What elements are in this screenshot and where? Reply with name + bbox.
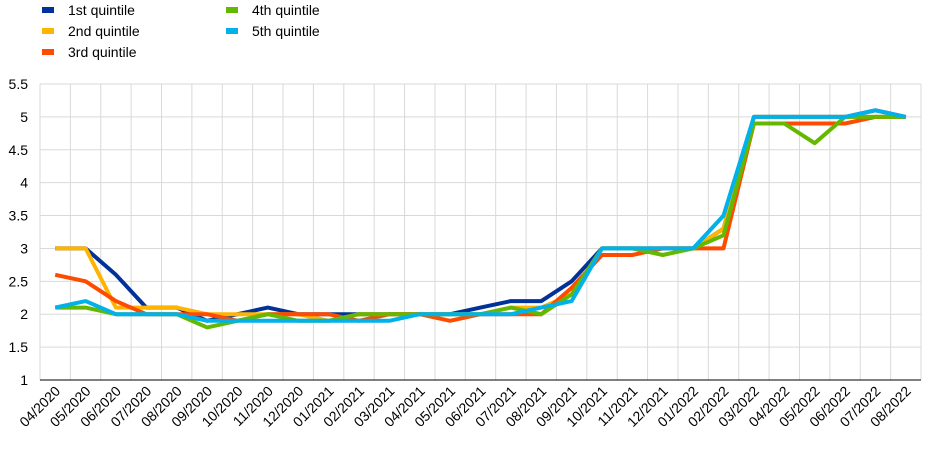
y-tick-label: 3 bbox=[20, 240, 28, 256]
legend-label: 2nd quintile bbox=[68, 23, 140, 39]
y-tick-label: 4.5 bbox=[9, 142, 29, 158]
y-tick-label: 5.5 bbox=[9, 76, 29, 92]
y-tick-label: 2 bbox=[20, 306, 28, 322]
series-line-2 bbox=[55, 114, 906, 323]
y-tick-label: 1 bbox=[20, 372, 28, 388]
x-axis: 04/202005/202006/202007/202008/202009/20… bbox=[16, 383, 914, 430]
legend-swatch bbox=[226, 28, 238, 34]
y-tick-label: 3.5 bbox=[9, 208, 29, 224]
y-tick-label: 2.5 bbox=[9, 273, 29, 289]
y-tick-label: 5 bbox=[20, 109, 28, 125]
y-tick-label: 4 bbox=[20, 175, 28, 191]
series-lines bbox=[54, 108, 907, 330]
series-line-3 bbox=[54, 114, 906, 323]
legend-swatch bbox=[42, 28, 54, 34]
y-axis: 1 1.5 2 2.5 3 3.5 4 4.5 5 5.5 bbox=[9, 76, 29, 388]
legend-swatch bbox=[42, 49, 54, 55]
series-line-4 bbox=[55, 114, 906, 330]
y-tick-label: 1.5 bbox=[9, 339, 29, 355]
legend-label: 3rd quintile bbox=[68, 44, 137, 60]
legend-label: 5th quintile bbox=[252, 23, 320, 39]
legend-label: 4th quintile bbox=[252, 2, 320, 18]
legend-label: 1st quintile bbox=[68, 2, 135, 18]
legend: 1st quintile 2nd quintile 3rd quintile 4th … bbox=[42, 2, 320, 60]
legend-swatch bbox=[42, 7, 54, 13]
grid bbox=[39, 83, 922, 381]
legend-swatch bbox=[226, 7, 238, 13]
series-line-5 bbox=[54, 108, 907, 323]
